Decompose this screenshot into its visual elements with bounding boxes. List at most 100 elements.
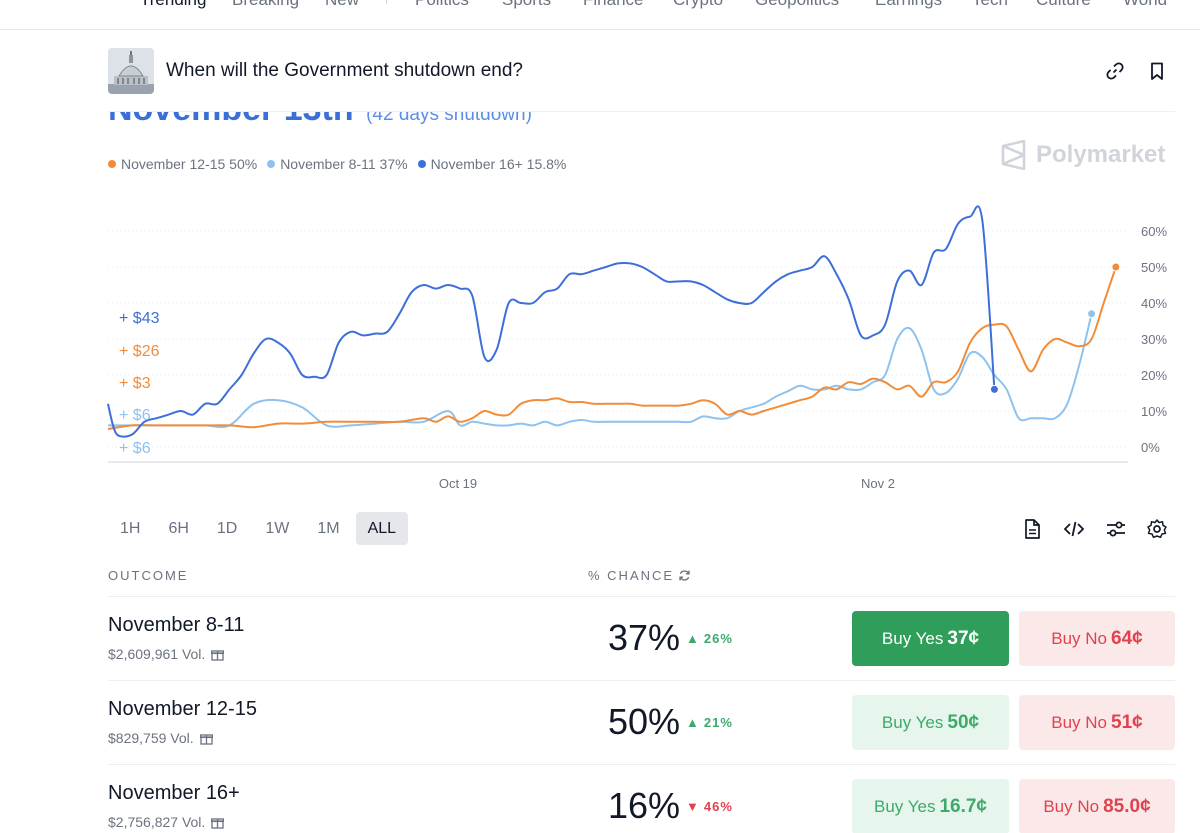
range-1w[interactable]: 1W xyxy=(265,520,290,537)
buy-no-price: 64¢ xyxy=(1111,627,1143,649)
y-tick-label: 0% xyxy=(1141,440,1160,455)
settings-gear-icon[interactable] xyxy=(1146,518,1168,540)
trade-annotation: + $6 xyxy=(119,440,151,457)
y-tick-label: 20% xyxy=(1141,368,1167,383)
buy-no-price: 85.0¢ xyxy=(1103,795,1151,817)
chart-headline-clip: November 13th (42 days shutdown) xyxy=(0,112,1200,132)
nav-breaking[interactable]: Breaking xyxy=(232,0,299,10)
x-tick-label: Nov 2 xyxy=(861,476,895,491)
range-6h[interactable]: 6H xyxy=(168,520,189,537)
nav-crypto[interactable]: Crypto xyxy=(673,0,723,10)
y-tick-label: 50% xyxy=(1141,260,1167,275)
headline-outcome: November 13th xyxy=(108,112,354,128)
buy-no-label: Buy No xyxy=(1051,628,1108,648)
gift-icon xyxy=(211,649,225,661)
buy-no-button[interactable]: Buy No 85.0¢ xyxy=(1019,779,1175,833)
outcome-chance: 50% xyxy=(608,701,681,742)
y-tick-label: 10% xyxy=(1141,404,1167,419)
x-tick-label: Oct 19 xyxy=(439,476,477,491)
buy-yes-button[interactable]: Buy Yes 37¢ xyxy=(852,611,1009,666)
polymarket-brand: Polymarket xyxy=(1000,140,1165,170)
delta-value: 26% xyxy=(703,631,733,646)
buy-yes-label: Buy Yes xyxy=(881,712,944,732)
trade-annotation: + $6 xyxy=(119,407,151,424)
header-divider xyxy=(108,111,1175,112)
chance-delta: ▼ 46% xyxy=(686,799,733,814)
buy-yes-price: 50¢ xyxy=(947,711,980,733)
outcome-volume: $829,759 Vol. xyxy=(108,730,213,746)
link-icon[interactable] xyxy=(1105,61,1125,81)
volume-text: $829,759 Vol. xyxy=(108,730,194,746)
outcome-chance: 37% xyxy=(608,617,681,658)
range-1d[interactable]: 1D xyxy=(216,520,238,537)
time-range-tabs: 1H 6H 1D 1W 1M ALL xyxy=(108,512,409,545)
up-arrow-icon: ▲ xyxy=(686,631,700,646)
nav-trending[interactable]: Trending xyxy=(140,0,206,10)
buy-yes-label: Buy Yes xyxy=(881,628,944,648)
legend-entry: November 16+ 15.8% xyxy=(417,156,566,172)
outcome-row[interactable]: November 8-11 $2,609,961 Vol. 37% ▲ 26% … xyxy=(108,597,1175,681)
buy-yes-price: 37¢ xyxy=(947,627,980,649)
trade-annotation: + $43 xyxy=(119,310,160,327)
y-tick-label: 30% xyxy=(1141,332,1167,347)
legend-dot xyxy=(417,160,426,168)
nav-earnings[interactable]: Earnings xyxy=(875,0,942,10)
up-arrow-icon: ▲ xyxy=(686,715,700,730)
legend-label: November 12-15 50% xyxy=(121,156,258,172)
buy-no-button[interactable]: Buy No 64¢ xyxy=(1019,611,1175,666)
legend-dot xyxy=(267,160,276,168)
series-line-november-12-15 xyxy=(107,266,1117,430)
document-icon[interactable] xyxy=(1021,518,1043,540)
nav-culture[interactable]: Culture xyxy=(1036,0,1091,10)
nav-world[interactable]: World xyxy=(1123,0,1167,10)
chance-delta: ▲ 26% xyxy=(686,631,733,646)
brand-name: Polymarket xyxy=(1036,141,1166,168)
legend-dot xyxy=(108,160,116,168)
series-line-november-16- xyxy=(107,205,996,438)
volume-text: $2,609,961 Vol. xyxy=(108,646,206,662)
buy-no-button[interactable]: Buy No 51¢ xyxy=(1019,695,1175,750)
nav-geopolitics[interactable]: Geopolitics xyxy=(755,0,839,10)
down-arrow-icon: ▼ xyxy=(686,799,700,814)
chart-legend: November 12-15 50% November 8-11 37% Nov… xyxy=(108,156,566,172)
outcome-volume: $2,756,827 Vol. xyxy=(108,814,225,830)
outcome-name: November 8-11 xyxy=(108,614,245,636)
trade-annotation: + $3 xyxy=(119,375,151,392)
outcome-column-header: OUTCOME xyxy=(108,568,189,583)
outcome-row[interactable]: November 16+ $2,756,827 Vol. 16% ▼ 46% B… xyxy=(108,765,1175,833)
nav-sports[interactable]: Sports xyxy=(502,0,551,10)
sliders-icon[interactable] xyxy=(1105,518,1127,540)
series-line-november-8-11 xyxy=(108,313,1093,428)
outcome-volume: $2,609,961 Vol. xyxy=(108,646,225,662)
outcome-row[interactable]: November 12-15 $829,759 Vol. 50% ▲ 21% B… xyxy=(108,681,1175,765)
buy-no-price: 51¢ xyxy=(1111,711,1143,733)
outcome-name: November 16+ xyxy=(108,782,240,804)
polymarket-logo-icon xyxy=(1001,140,1026,170)
nav-politics[interactable]: Politics xyxy=(415,0,469,10)
range-1h[interactable]: 1H xyxy=(120,520,141,537)
chance-delta: ▲ 21% xyxy=(686,715,733,730)
buy-yes-button[interactable]: Buy Yes 50¢ xyxy=(852,695,1009,750)
range-all[interactable]: ALL xyxy=(355,512,409,545)
outcome-name: November 12-15 xyxy=(108,698,257,720)
y-tick-label: 60% xyxy=(1141,224,1167,239)
bookmark-icon[interactable] xyxy=(1147,61,1167,81)
nav-new[interactable]: New xyxy=(325,0,359,10)
embed-code-icon[interactable] xyxy=(1063,518,1085,540)
refresh-icon[interactable] xyxy=(678,569,691,582)
market-image xyxy=(108,48,154,94)
nav-finance[interactable]: Finance xyxy=(583,0,643,10)
capitol-icon xyxy=(108,48,154,94)
buy-yes-button[interactable]: Buy Yes 16.7¢ xyxy=(852,779,1009,833)
legend-entry: November 8-11 37% xyxy=(267,156,408,172)
series-end-dot-november-16- xyxy=(989,384,999,394)
market-title: When will the Government shutdown end? xyxy=(166,60,523,81)
outcome-chance: 16% xyxy=(608,785,681,826)
legend-entry: November 12-15 50% xyxy=(108,156,257,172)
series-end-dot-november-12-15 xyxy=(1111,262,1121,272)
delta-value: 21% xyxy=(703,715,733,730)
range-1m[interactable]: 1M xyxy=(317,520,340,537)
gift-icon xyxy=(199,733,213,745)
nav-tech[interactable]: Tech xyxy=(972,0,1008,10)
headline-subtitle: (42 days shutdown) xyxy=(366,112,532,125)
